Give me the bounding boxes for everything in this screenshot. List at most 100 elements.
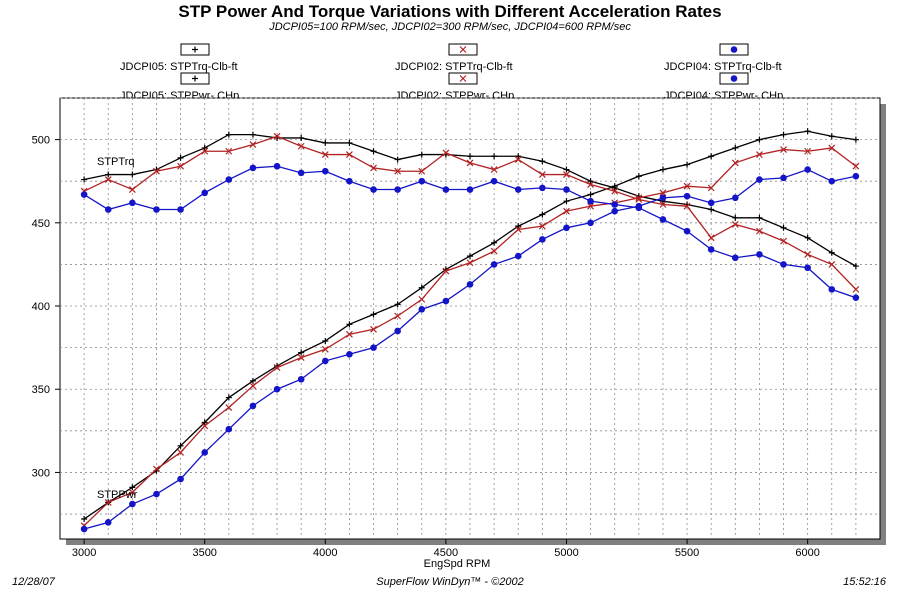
data-point — [442, 186, 450, 193]
data-point — [659, 166, 666, 173]
data-point — [587, 197, 594, 205]
legend-item: JDCPI05: STPTrq-Clb-ft — [120, 43, 238, 73]
chart-title: STP Power And Torque Variations with Dif… — [178, 2, 722, 21]
data-point — [659, 194, 667, 202]
data-point — [129, 171, 136, 178]
data-point — [201, 422, 209, 430]
data-point — [153, 490, 160, 498]
data-point — [659, 189, 667, 197]
x-axis: 3000 3500 4000 4500 5000 5500 6000 — [72, 539, 820, 559]
data-point — [828, 144, 836, 152]
data-point — [539, 184, 546, 192]
data-point — [394, 327, 401, 335]
data-point — [104, 176, 112, 183]
data-point — [732, 214, 739, 221]
data-point — [563, 224, 570, 232]
data-point — [730, 75, 738, 82]
footer-time: 15:52:16 — [843, 576, 886, 588]
data-point — [104, 206, 112, 213]
data-point — [273, 364, 281, 372]
data-point — [587, 202, 595, 210]
data-point — [731, 159, 739, 167]
footer-date: 12/28/07 — [12, 576, 55, 588]
data-point — [490, 247, 498, 255]
data-point — [491, 153, 498, 160]
data-point — [345, 151, 353, 159]
data-point — [81, 176, 88, 183]
data-point — [563, 186, 570, 193]
data-point — [587, 181, 595, 188]
data-point — [81, 516, 88, 523]
data-point — [780, 261, 787, 268]
legend-label: JDCPI02: STPTrq-Clb-ft — [395, 61, 513, 73]
data-point — [635, 202, 643, 210]
data-point — [370, 148, 377, 155]
data-point — [538, 171, 546, 178]
data-point — [828, 177, 836, 185]
data-point — [298, 134, 305, 141]
data-point — [345, 330, 353, 338]
data-point — [129, 484, 136, 491]
data-point — [852, 162, 860, 170]
data-point — [418, 295, 426, 303]
data-point — [466, 159, 474, 167]
data-point — [442, 267, 450, 275]
data-point — [707, 246, 715, 253]
data-point — [780, 237, 787, 245]
data-point — [153, 465, 160, 473]
data-point — [756, 176, 763, 183]
data-point — [442, 297, 450, 305]
data-point — [804, 166, 811, 173]
data-point — [804, 264, 811, 272]
data-point — [539, 211, 546, 218]
data-point — [394, 156, 401, 163]
data-point — [852, 263, 859, 270]
data-point — [659, 216, 667, 223]
data-point — [755, 151, 763, 159]
series-jdcpi04-stptrq-clb-ft — [80, 162, 860, 301]
data-point — [852, 172, 860, 180]
data-point — [297, 142, 305, 150]
grid — [60, 97, 880, 539]
data-point — [273, 132, 281, 140]
data-point — [514, 252, 522, 260]
data-point — [466, 259, 474, 267]
data-point — [321, 345, 329, 353]
data-point — [563, 207, 570, 215]
data-point — [418, 151, 425, 158]
series-jdcpi02-stppwr-chp — [80, 144, 860, 530]
x-tick-label: 5000 — [554, 547, 578, 559]
data-point — [394, 312, 402, 320]
data-point — [418, 306, 426, 313]
data-point — [587, 178, 594, 185]
data-point — [273, 162, 281, 170]
data-point — [297, 375, 305, 383]
data-point — [708, 153, 715, 160]
data-point — [370, 164, 377, 172]
data-point — [490, 166, 498, 173]
x-tick-label: 4500 — [434, 547, 458, 559]
data-point — [177, 206, 184, 213]
data-point — [346, 321, 353, 328]
data-point — [707, 184, 715, 192]
data-point — [659, 201, 667, 208]
data-point — [611, 187, 619, 195]
data-point — [346, 177, 353, 185]
data-point — [153, 206, 160, 213]
series-group — [80, 128, 860, 533]
legend-item: JDCPI04: STPTrq-Clb-ft — [664, 43, 782, 73]
data-point — [467, 153, 473, 160]
data-point — [225, 131, 232, 138]
data-point — [466, 281, 474, 288]
data-point — [201, 419, 208, 426]
data-point — [756, 214, 763, 221]
legend-label: JDCPI04: STPTrq-Clb-ft — [664, 61, 782, 73]
data-point — [731, 194, 739, 202]
footer-software: SuperFlow WinDyn™ - ©2002 — [376, 576, 524, 588]
y-tick-label: 500 — [32, 135, 50, 147]
data-point — [683, 227, 691, 235]
data-point — [346, 350, 353, 358]
data-point — [177, 475, 184, 483]
data-point — [418, 167, 426, 175]
data-point — [732, 144, 739, 151]
